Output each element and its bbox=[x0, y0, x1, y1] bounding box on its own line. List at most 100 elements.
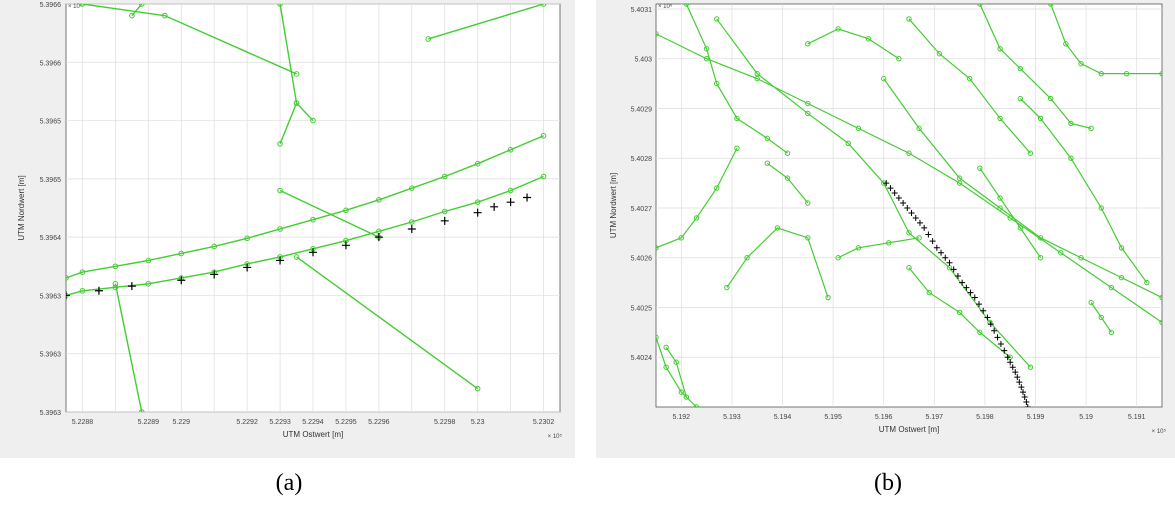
position-marker bbox=[929, 238, 936, 245]
track-point bbox=[997, 46, 1003, 52]
y-tick-label: 5.3966 bbox=[40, 2, 62, 9]
track-point bbox=[754, 70, 760, 77]
y-tick-label: 5.3963 bbox=[40, 293, 62, 300]
track-point bbox=[310, 117, 316, 124]
track-point bbox=[1088, 125, 1094, 132]
track-point bbox=[145, 257, 152, 264]
track-line bbox=[656, 148, 738, 249]
track-point bbox=[977, 329, 983, 336]
track-line bbox=[807, 28, 900, 60]
position-marker bbox=[1020, 389, 1027, 396]
grid-lines bbox=[66, 3, 560, 413]
track-point bbox=[764, 135, 771, 142]
track-line bbox=[883, 78, 1162, 299]
track-point bbox=[1047, 4, 1054, 7]
track-point bbox=[138, 409, 145, 412]
track-point bbox=[734, 145, 740, 151]
x-tick-label: 5.194 bbox=[774, 414, 792, 421]
track-point bbox=[138, 4, 145, 7]
position-marker bbox=[490, 202, 499, 211]
track-point bbox=[66, 275, 69, 281]
position-marker bbox=[210, 270, 219, 279]
track-point bbox=[977, 165, 983, 171]
track-point bbox=[474, 160, 481, 167]
y-tick-label: 5.4026 bbox=[631, 256, 653, 263]
position-marker bbox=[916, 219, 923, 226]
track-point bbox=[1118, 274, 1125, 281]
x-tick-label: 5.192 bbox=[673, 414, 691, 421]
track-line bbox=[908, 18, 1031, 154]
y-tick-label: 5.403 bbox=[634, 57, 652, 64]
track-point bbox=[277, 187, 283, 194]
track-line bbox=[1019, 98, 1148, 283]
track-line bbox=[656, 33, 1162, 323]
x-tick-label: 5.2298 bbox=[434, 419, 456, 426]
x-tick-label: 5.2288 bbox=[72, 419, 94, 426]
position-marker bbox=[959, 279, 966, 286]
position-marker bbox=[971, 294, 978, 301]
track-line bbox=[114, 283, 143, 412]
track-point bbox=[1037, 115, 1044, 122]
position-marker bbox=[991, 327, 998, 334]
track-point bbox=[376, 197, 382, 203]
position-marker bbox=[440, 216, 449, 225]
track-point bbox=[997, 205, 1003, 211]
track-line bbox=[1090, 302, 1112, 333]
track-point bbox=[906, 230, 912, 236]
track-point bbox=[683, 394, 690, 400]
track-point bbox=[129, 12, 135, 19]
track-point bbox=[1098, 314, 1104, 321]
track-point bbox=[211, 243, 217, 250]
position-marker bbox=[921, 224, 928, 231]
x-tick-label: 5.2293 bbox=[269, 419, 291, 426]
track-line bbox=[66, 135, 544, 279]
position-marker bbox=[1004, 354, 1011, 361]
panel-b: 5.192 5.193 5.194 5.195 5.196 5.197 5.198 5.199… bbox=[596, 0, 1175, 458]
track-point bbox=[784, 175, 791, 181]
y-tick-label: 5.3965 bbox=[40, 119, 62, 126]
track-point bbox=[987, 319, 993, 326]
x-tick-label: 5.2294 bbox=[302, 419, 324, 426]
x-tick-label: 5.193 bbox=[723, 414, 741, 421]
track-point bbox=[507, 146, 514, 153]
track-point bbox=[906, 264, 912, 271]
position-marker bbox=[1001, 347, 1008, 354]
position-marker bbox=[309, 248, 317, 257]
x-tick-label: 5.2292 bbox=[236, 419, 258, 426]
track-point bbox=[277, 4, 283, 7]
x-axis-label: UTM Ostwert [m] bbox=[879, 425, 939, 434]
grid-lines bbox=[656, 4, 1162, 407]
y-axis-label: UTM Nordwert [m] bbox=[17, 175, 26, 240]
track-point bbox=[1017, 225, 1024, 231]
track-point bbox=[145, 280, 152, 287]
track-point bbox=[112, 280, 119, 287]
track-point bbox=[956, 175, 963, 181]
x-exponent: × 10⁵ bbox=[1152, 428, 1167, 435]
track-point bbox=[714, 80, 720, 87]
track-point bbox=[714, 16, 720, 22]
track-point bbox=[1159, 319, 1162, 326]
track-line bbox=[279, 102, 298, 145]
track-point bbox=[936, 51, 943, 57]
track-point bbox=[693, 215, 700, 221]
track-point bbox=[916, 125, 922, 132]
track-point bbox=[656, 245, 659, 251]
track-point bbox=[956, 309, 963, 316]
track-point bbox=[926, 289, 932, 296]
track-point bbox=[886, 240, 892, 246]
position-marker bbox=[908, 209, 915, 216]
track-point bbox=[906, 16, 912, 22]
y-tick-label: 5.4031 bbox=[631, 7, 653, 14]
track-point bbox=[997, 115, 1003, 122]
position-marker bbox=[1024, 404, 1031, 407]
track-point bbox=[409, 219, 415, 225]
track-point bbox=[835, 255, 841, 261]
track-point bbox=[1098, 205, 1104, 211]
track-point bbox=[293, 254, 300, 260]
track-point bbox=[1027, 150, 1034, 156]
track-point bbox=[683, 4, 690, 7]
position-marker bbox=[950, 266, 957, 273]
track-point bbox=[805, 100, 811, 107]
track-point bbox=[310, 216, 316, 223]
track-point bbox=[441, 208, 448, 215]
